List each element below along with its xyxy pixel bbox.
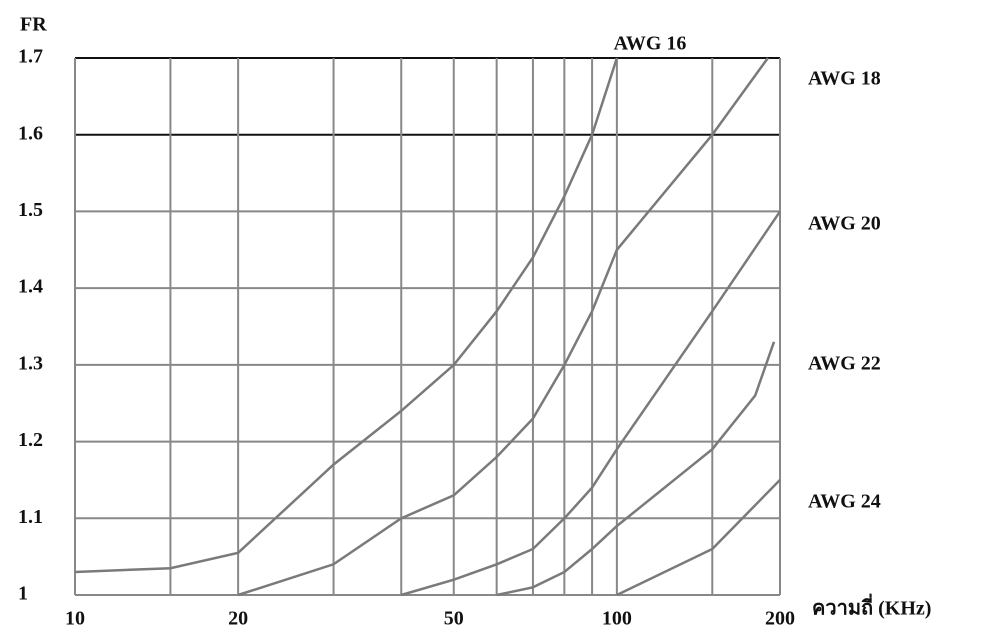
x-tick-label: 100 [602, 608, 632, 630]
series-label: AWG 16 [614, 33, 687, 55]
series-label: AWG 24 [808, 491, 881, 513]
x-tick-label: 200 [765, 608, 795, 630]
y-tick-label: 1.1 [18, 506, 43, 528]
x-tick-label: 50 [444, 608, 464, 630]
series-line [238, 58, 768, 595]
y-tick-label: 1.2 [18, 429, 43, 451]
y-tick-label: 1.5 [18, 199, 43, 221]
y-tick-label: 1.3 [18, 352, 43, 374]
y-tick-label: 1 [18, 583, 28, 605]
y-axis-label: FR [20, 14, 47, 36]
chart: FR ความถี่ (KHz) 1 1.1 1.2 1.3 1.4 1.5 1.6 1.7 1… [0, 0, 981, 632]
series-line [497, 342, 774, 595]
series-label: AWG 22 [808, 353, 881, 375]
x-tick-label: 20 [228, 608, 248, 630]
x-tick-label: 10 [65, 608, 85, 630]
x-axis-label: ความถี่ (KHz) [812, 593, 931, 620]
series-label: AWG 20 [808, 213, 881, 235]
y-tick-label: 1.6 [18, 122, 43, 144]
series-label: AWG 18 [808, 68, 881, 90]
y-tick-label: 1.7 [18, 46, 43, 68]
series-line [617, 480, 780, 595]
y-tick-label: 1.4 [18, 276, 43, 298]
